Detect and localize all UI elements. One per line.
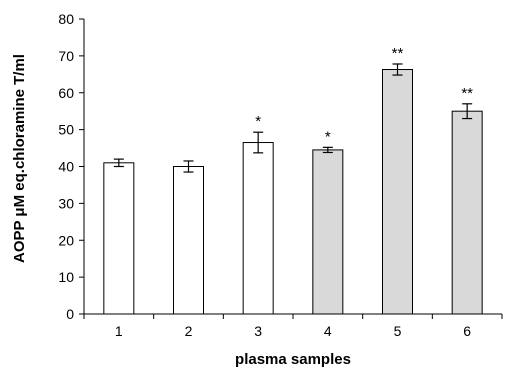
y-axis-title: AOPP μM eq.chloramine T/ml bbox=[11, 54, 28, 263]
x-tick-label: 3 bbox=[254, 323, 262, 339]
significance-marker: * bbox=[255, 113, 261, 130]
significance-group: ****** bbox=[255, 45, 473, 145]
y-tick-label: 30 bbox=[58, 195, 74, 211]
y-tick-label: 40 bbox=[58, 159, 74, 175]
y-tick-label: 60 bbox=[58, 85, 74, 101]
y-tick-label: 80 bbox=[58, 11, 74, 27]
y-tick-label: 70 bbox=[58, 48, 74, 64]
y-tick-label: 20 bbox=[58, 232, 74, 248]
bar bbox=[451, 110, 483, 315]
bar bbox=[382, 69, 413, 315]
x-axis-title: plasma samples bbox=[235, 351, 351, 368]
x-axis-ticks: 1 2 3 4 5 6 bbox=[83, 314, 503, 339]
bar bbox=[103, 162, 135, 315]
y-tick-label: 0 bbox=[66, 306, 74, 322]
significance-marker: * bbox=[325, 128, 331, 145]
y-axis-ticks: 0 10 20 30 40 50 60 70 80 bbox=[58, 11, 84, 322]
x-tick-label: 6 bbox=[463, 323, 471, 339]
x-tick-label: 4 bbox=[324, 323, 332, 339]
bar bbox=[312, 149, 344, 315]
bars-group bbox=[103, 69, 483, 315]
y-tick-label: 10 bbox=[58, 269, 74, 285]
significance-marker: ** bbox=[392, 45, 404, 62]
x-tick-label: 1 bbox=[115, 323, 123, 339]
y-tick-label: 50 bbox=[58, 122, 74, 138]
error-bars-group bbox=[113, 63, 473, 173]
bar bbox=[173, 166, 204, 315]
x-tick-label: 2 bbox=[185, 323, 193, 339]
bar bbox=[242, 142, 274, 315]
x-tick-label: 5 bbox=[394, 323, 402, 339]
significance-marker: ** bbox=[461, 85, 473, 102]
